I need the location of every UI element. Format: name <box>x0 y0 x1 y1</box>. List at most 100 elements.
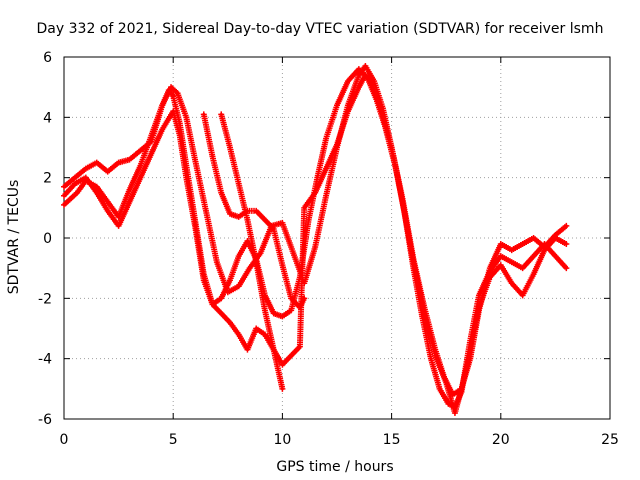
data-point <box>248 266 252 270</box>
data-point <box>149 152 153 156</box>
x-tick-label: 20 <box>492 432 510 448</box>
data-point <box>346 79 350 83</box>
data-point <box>219 191 223 195</box>
y-tick-label: -6 <box>38 412 52 428</box>
series-4 <box>200 111 308 311</box>
data-point <box>138 176 142 180</box>
data-point <box>280 363 284 367</box>
data-point <box>237 284 241 288</box>
data-point <box>521 266 525 270</box>
y-tick-label: 2 <box>43 171 52 187</box>
data-point <box>171 94 175 98</box>
data-point <box>202 278 206 282</box>
data-point <box>254 260 258 264</box>
data-point <box>219 296 223 300</box>
data-point <box>532 236 536 240</box>
data-point <box>228 320 232 324</box>
data-point <box>433 354 437 358</box>
data-point <box>228 278 232 282</box>
data-point <box>204 209 208 213</box>
data-point <box>307 218 311 222</box>
data-point <box>477 305 481 309</box>
data-point <box>280 387 284 391</box>
data-point <box>254 209 258 213</box>
data-point <box>263 308 267 312</box>
data-point <box>363 73 367 77</box>
data-point <box>289 354 293 358</box>
axis-ticks: 0 5 10 15 20 25 -6 -4 -2 0 2 4 6 <box>38 50 619 448</box>
data-point <box>372 79 376 83</box>
data-point <box>315 176 319 180</box>
data-point <box>553 254 557 258</box>
data-point <box>62 194 66 198</box>
data-point <box>117 224 121 228</box>
data-point <box>302 296 306 300</box>
data-point <box>357 67 361 71</box>
data-point <box>117 161 121 165</box>
data-point <box>444 381 448 385</box>
data-point <box>228 146 232 149</box>
data-point <box>128 158 132 162</box>
data-point <box>62 185 66 189</box>
data-point <box>219 112 223 116</box>
data-point <box>298 305 302 309</box>
x-tick-label: 15 <box>383 432 401 448</box>
data-point <box>488 275 492 279</box>
data-point <box>564 266 568 270</box>
data-point <box>499 263 503 267</box>
data-point <box>95 161 99 165</box>
data-point <box>302 206 306 210</box>
data-point <box>289 308 293 312</box>
data-point <box>324 167 328 171</box>
data-point <box>510 281 514 285</box>
data-point <box>138 164 142 168</box>
data-point <box>459 387 463 391</box>
data-point <box>357 85 361 89</box>
data-point <box>532 272 536 276</box>
data-point <box>228 212 232 216</box>
data-point <box>468 351 472 355</box>
data-point <box>211 155 215 159</box>
data-point <box>553 236 557 240</box>
data-point <box>169 85 173 89</box>
data-point <box>184 115 188 119</box>
data-point <box>542 248 546 252</box>
data-point <box>521 293 525 297</box>
data-point <box>313 245 317 249</box>
series-2 <box>61 63 570 398</box>
data-point <box>160 103 164 107</box>
data-point <box>429 357 433 361</box>
data-point <box>211 302 215 306</box>
data-point <box>564 242 568 246</box>
data-point <box>245 218 249 222</box>
data-point <box>219 311 223 315</box>
data-point <box>335 142 339 146</box>
data-point <box>280 314 284 318</box>
data-point <box>117 215 121 219</box>
data-point <box>499 242 503 246</box>
data-point <box>106 170 110 174</box>
data-point <box>106 200 110 204</box>
data-point <box>411 260 415 264</box>
data-point <box>245 348 249 352</box>
grid <box>64 57 610 419</box>
data-point <box>564 224 568 228</box>
data-point <box>532 254 536 258</box>
x-axis-label: GPS time / hours <box>276 459 393 475</box>
y-tick-label: 6 <box>43 50 52 66</box>
data-point <box>272 227 276 231</box>
data-point <box>84 176 88 180</box>
data-point <box>510 260 514 264</box>
data-point <box>390 146 394 149</box>
data-point <box>401 200 405 204</box>
data-point <box>510 248 514 252</box>
data-point <box>298 345 302 349</box>
x-tick-label: 10 <box>273 432 291 448</box>
y-tick-label: 4 <box>43 110 52 126</box>
data-point <box>160 127 164 131</box>
data-point <box>280 263 284 267</box>
y-axis-label: SDTVAR / TECUs <box>6 180 22 295</box>
data-point <box>237 215 241 219</box>
data-point <box>488 266 492 270</box>
data-point <box>178 133 182 137</box>
